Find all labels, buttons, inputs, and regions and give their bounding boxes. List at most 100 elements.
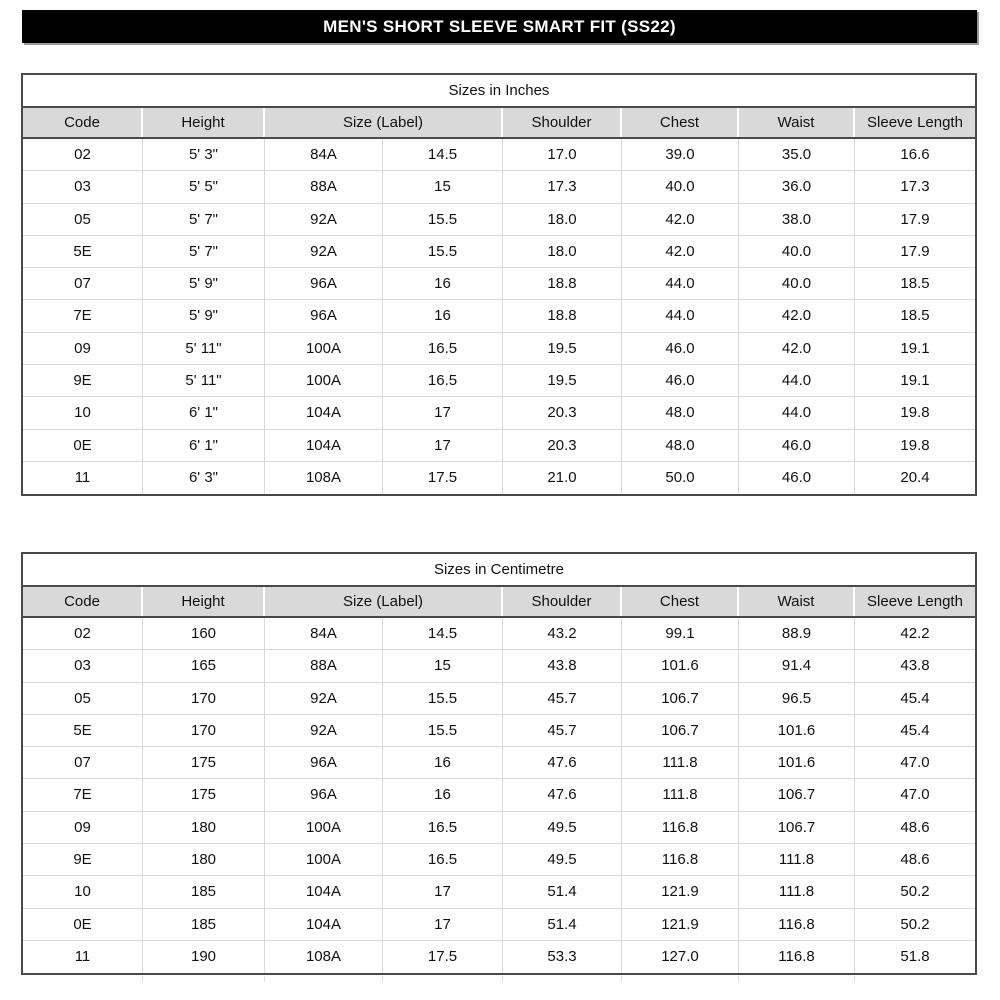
table-cell: 88.9	[739, 618, 855, 650]
table-row: 07 5' 9" 96A 16 18.8 44.0 40.0 18.5	[23, 268, 975, 301]
table-cell: 18.0	[503, 203, 622, 235]
table-row: 9E 5' 11" 100A 16.5 19.5 46.0 44.0 19.1	[23, 365, 975, 398]
table-cell: 5E	[23, 714, 143, 747]
table-cell: 16.5	[383, 365, 503, 397]
column-header: Size (Label)	[265, 587, 503, 616]
table-cell: 127.0	[622, 940, 739, 974]
table-cell: 10	[23, 397, 143, 429]
column-header: Waist	[739, 587, 855, 616]
table-cell: 02	[23, 139, 143, 171]
table-cell: 17.3	[900, 178, 930, 196]
table-cell: 5' 7"	[143, 235, 265, 268]
table-cell: 45.7	[503, 714, 622, 747]
gridline-stubs	[23, 976, 975, 982]
table-cell: 101.6	[622, 650, 739, 682]
table-cell: 05	[23, 682, 143, 714]
table-cell: 10	[23, 876, 143, 908]
table-cell: 84A	[265, 139, 383, 171]
table-cell: 14.5	[383, 618, 503, 650]
table-cell: 46.0	[739, 429, 855, 461]
table-cell: 111.8	[739, 844, 855, 876]
table-cell: 100A	[265, 332, 383, 365]
table-row: 0E 6' 1" 104A 17 20.3 48.0 46.0 19.8	[23, 429, 975, 462]
table-cell: 0E	[23, 429, 143, 461]
table-cell: 18.5	[900, 307, 930, 325]
table-cell: 15	[383, 650, 503, 682]
table-cell: 47.6	[503, 779, 622, 811]
table-cell: 16.5	[383, 332, 503, 365]
table-cell: 43.8	[503, 650, 622, 682]
table-cell: 5' 5"	[143, 171, 265, 203]
table-cell: 88A	[265, 650, 383, 682]
size-table-inches: Sizes in Inches Code Height Size (Label) Sh…	[21, 73, 977, 497]
table-cell: 18.8	[503, 268, 622, 300]
table-cell: 92A	[265, 714, 383, 747]
column-header: Sleeve Length	[867, 593, 963, 610]
table-cell: 101.6	[739, 714, 855, 747]
table-row: 0E 185 104A 17 51.4 121.9 116.8 50.2	[23, 908, 975, 941]
table-cell: 15.5	[383, 682, 503, 714]
table-row: 09 5' 11" 100A 16.5 19.5 46.0 42.0 19.1	[23, 332, 975, 366]
table-cell: 51.4	[503, 876, 622, 908]
table-cell: 88A	[265, 171, 383, 203]
table-cell: 96A	[265, 779, 383, 811]
table-cell: 40.0	[739, 268, 855, 300]
table-cell: 15.5	[383, 203, 503, 235]
table-cell: 44.0	[622, 268, 739, 300]
table-row: 05 170 92A 15.5 45.7 106.7 96.5 45.4	[23, 682, 975, 715]
table-cell: 7E	[23, 300, 143, 332]
table-cell: 17	[383, 908, 503, 940]
table-cell: 121.9	[622, 876, 739, 908]
table-cell: 50.2	[900, 883, 930, 901]
table-row: 02 160 84A 14.5 43.2 99.1 88.9 42.2	[23, 618, 975, 651]
table-cell: 9E	[23, 365, 143, 397]
column-header: Code	[23, 587, 143, 616]
table-cell: 100A	[265, 365, 383, 397]
column-header: Waist	[739, 108, 855, 137]
table-cell: 18.5	[900, 275, 930, 293]
table-cell: 46.0	[739, 461, 855, 495]
table-cell: 5' 9"	[143, 268, 265, 300]
table-cell: 185	[143, 876, 265, 908]
table-cell: 20.4	[900, 468, 930, 486]
table-cell: 6' 1"	[143, 397, 265, 429]
table-cell: 48.6	[900, 818, 930, 836]
table-header-row: Code Height Size (Label) Shoulder Chest Waist…	[23, 108, 975, 139]
table-row: 5E 170 92A 15.5 45.7 106.7 101.6 45.4	[23, 714, 975, 748]
table-row: 9E 180 100A 16.5 49.5 116.8 111.8 48.6	[23, 844, 975, 877]
table-cell: 42.0	[622, 235, 739, 268]
table-row: 05 5' 7" 92A 15.5 18.0 42.0 38.0 17.9	[23, 203, 975, 236]
table-cell: 17	[383, 876, 503, 908]
table-cell: 9E	[23, 844, 143, 876]
table-cell: 170	[143, 682, 265, 714]
table-cell: 17.5	[383, 940, 503, 974]
column-header: Sleeve Length	[867, 114, 963, 131]
table-cell: 111.8	[739, 876, 855, 908]
table-cell: 100A	[265, 811, 383, 844]
table-row: 10 185 104A 17 51.4 121.9 111.8 50.2	[23, 876, 975, 909]
table-cell: 05	[23, 203, 143, 235]
table-cell: 45.7	[503, 682, 622, 714]
table-cell: 35.0	[739, 139, 855, 171]
table-cell: 48.6	[900, 851, 930, 869]
table-row: 07 175 96A 16 47.6 111.8 101.6 47.0	[23, 747, 975, 780]
table-cell: 96.5	[739, 682, 855, 714]
table-cell: 40.0	[739, 235, 855, 268]
table-cell: 92A	[265, 682, 383, 714]
table-cell: 99.1	[622, 618, 739, 650]
table-cell: 19.5	[503, 365, 622, 397]
table-cell: 17.3	[503, 171, 622, 203]
table-cell: 5E	[23, 235, 143, 268]
table-body: 02 160 84A 14.5 43.2 99.1 88.9 42.2 03 165 88A 15 43…	[23, 618, 975, 974]
table-cell: 100A	[265, 844, 383, 876]
table-cell: 111.8	[622, 747, 739, 779]
table-cell: 17	[383, 397, 503, 429]
table-cell: 116.8	[622, 844, 739, 876]
table-cell: 5' 11"	[143, 365, 265, 397]
table-cell: 104A	[265, 908, 383, 940]
table-cell: 96A	[265, 268, 383, 300]
table-cell: 20.3	[503, 429, 622, 461]
table-cell: 16	[383, 747, 503, 779]
table-cell: 51.8	[900, 947, 930, 965]
table-cell: 17.9	[900, 242, 930, 260]
